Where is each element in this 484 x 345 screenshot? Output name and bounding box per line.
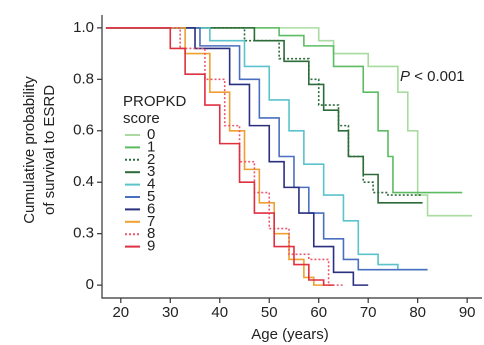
y-tick-label: 0	[86, 276, 94, 293]
survival-curve	[105, 27, 428, 271]
survival-curve	[105, 27, 423, 204]
axes	[101, 15, 482, 299]
legend-title-1: PROPKD	[123, 93, 187, 110]
x-tick-label: 70	[360, 304, 377, 321]
y-tick-label: 1.0	[73, 19, 94, 36]
x-tick-label: 20	[112, 304, 129, 321]
x-tick-label: 80	[409, 304, 426, 321]
y-tick-label: 0.6	[73, 122, 94, 139]
legend-label: 7	[147, 213, 155, 230]
survival-curve	[105, 27, 344, 286]
legend-label: 9	[147, 238, 155, 255]
survival-curve	[105, 27, 463, 194]
survival-curve	[105, 27, 473, 217]
legend-label: 2	[147, 151, 155, 168]
y-tick-label: 0.3	[73, 225, 94, 242]
y-tick-label: 0.8	[73, 70, 94, 87]
legend-label: 0	[147, 126, 155, 143]
x-axis-label: Age (years)	[251, 326, 329, 343]
annotation-italic: P	[400, 68, 410, 85]
annotation: P < 0.001	[400, 68, 465, 85]
y-tick-label: 0.4	[73, 173, 94, 190]
x-tick-label: 30	[162, 304, 179, 321]
survival-curve	[105, 27, 334, 286]
x-tick-label: 60	[310, 304, 327, 321]
x-tick-label: 90	[459, 304, 476, 321]
legend-label: 3	[147, 163, 155, 180]
legend-title-2: score	[123, 110, 160, 127]
legend-label: 5	[147, 188, 155, 205]
legend-label: 1	[147, 138, 155, 155]
survival-curve	[105, 27, 369, 286]
survival-curve	[105, 27, 324, 286]
x-tick-label: 50	[261, 304, 278, 321]
legend-label: 4	[147, 176, 155, 193]
legend-label: 6	[147, 200, 155, 217]
x-tick-label: 40	[211, 304, 228, 321]
annotation-text: < 0.001	[414, 68, 464, 85]
legend-label: 8	[147, 225, 155, 242]
y-axis-label-1: Cumulative probability	[21, 76, 38, 224]
y-axis-label-2: of survival to ESRD	[41, 85, 58, 215]
